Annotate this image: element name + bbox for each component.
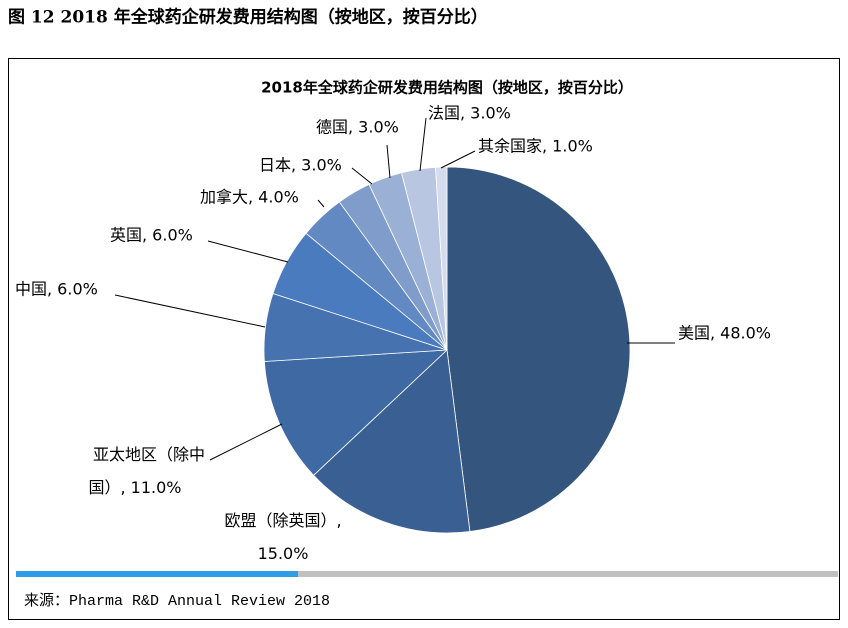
leader-line [317, 199, 325, 208]
data-label: 德国, 3.0% [316, 118, 399, 137]
data-label: 日本, 3.0% [259, 156, 342, 175]
leader-line [351, 167, 373, 185]
data-label: 加拿大, 4.0% [200, 188, 299, 207]
chart-title: 2018年全球药企研发费用结构图（按地区，按百分比） [261, 79, 633, 97]
figure-caption: 图 12 2018 年全球药企研发费用结构图（按地区，按百分比） [8, 7, 488, 28]
data-label: 欧盟（除英国）, 15.0% [224, 511, 341, 563]
data-label: 其余国家, 1.0% [478, 137, 593, 156]
data-label: 中国, 6.0% [15, 280, 98, 299]
labels: 美国, 48.0% 欧盟（除英国）, 15.0% 亚太地区（除中国）, 11.0% 中国… [15, 104, 771, 563]
leader-line [207, 240, 289, 263]
leader-line [440, 150, 476, 169]
pie-slice [263, 349, 449, 476]
data-label: 亚太地区（除中国）, 11.0% [88, 445, 205, 497]
source: 来源：Pharma R&D Annual Review 2018 [24, 592, 330, 610]
leader-line [419, 117, 427, 172]
pie [263, 166, 631, 534]
data-label: 英国, 6.0% [110, 226, 193, 245]
leader-line [114, 294, 266, 328]
pie-slice [313, 349, 471, 534]
leader-line [209, 423, 283, 461]
accent-bar [16, 571, 298, 577]
leader-line [386, 144, 391, 179]
data-label: 法国, 3.0% [428, 104, 511, 123]
pie-slice [435, 166, 448, 351]
frame [8, 58, 840, 620]
divider-bar [298, 571, 838, 577]
data-label: 美国, 48.0% [678, 324, 771, 343]
pie-slice [446, 166, 631, 533]
